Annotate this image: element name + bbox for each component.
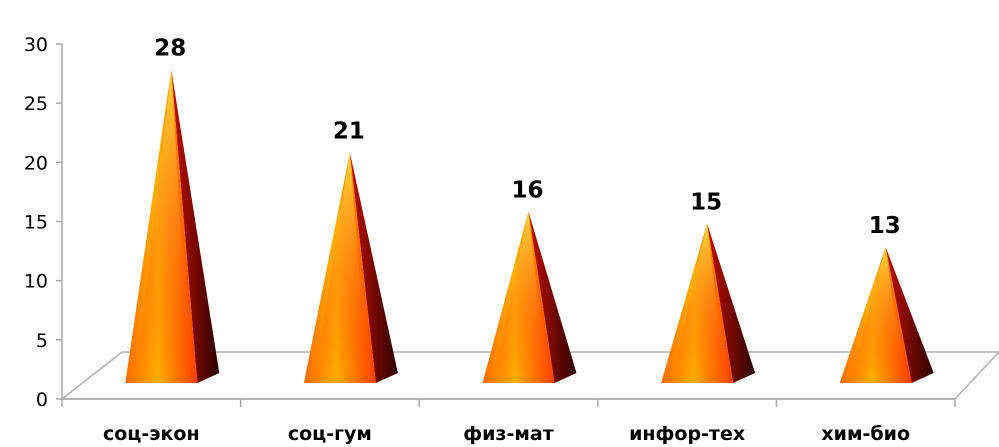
pyramid-highlight xyxy=(671,223,726,383)
data-label: 21 xyxy=(333,119,365,145)
pyramid-bar xyxy=(661,223,756,383)
category-label: физ-мат xyxy=(463,423,553,445)
pyramid-side-face xyxy=(528,211,577,383)
pyramid-side-face xyxy=(349,152,398,383)
pyramid-side-face xyxy=(885,247,934,383)
data-label: 15 xyxy=(690,190,722,216)
category-label: инфор-тех xyxy=(629,423,745,445)
y-axis-tick-labels: 0 5 10 15 20 25 30 xyxy=(24,34,48,411)
y-tick-label: 25 xyxy=(24,93,48,115)
pyramid-side-face xyxy=(171,69,220,384)
y-tick-label: 20 xyxy=(24,152,48,174)
pyramid-highlight xyxy=(849,247,904,383)
y-tick-label: 15 xyxy=(24,212,48,234)
category-label: соц-гум xyxy=(288,423,372,445)
y-tick-label: 30 xyxy=(24,34,48,56)
data-label: 16 xyxy=(511,178,543,204)
pyramid-bar xyxy=(125,69,220,384)
y-axis-ticks xyxy=(56,43,62,400)
data-label: 28 xyxy=(154,36,186,62)
y-tick-label: 5 xyxy=(36,330,48,352)
pyramid-side-face xyxy=(707,223,756,383)
y-tick-label: 10 xyxy=(24,271,48,293)
category-label: хим-био xyxy=(821,423,910,445)
category-labels: соц-экон соц-гум физ-мат инфор-тех хим-био xyxy=(103,423,910,445)
x-axis-ticks xyxy=(61,399,956,407)
data-labels: 28 21 16 15 13 xyxy=(154,36,900,240)
data-label: 13 xyxy=(869,213,901,239)
pyramid-highlight xyxy=(135,69,190,384)
pyramid-highlight xyxy=(313,152,368,383)
pyramid-highlight xyxy=(492,211,547,383)
pyramid-bars xyxy=(125,69,934,384)
pyramid-bar xyxy=(482,211,577,383)
category-label: соц-экон xyxy=(103,423,200,445)
pyramid-bar xyxy=(303,152,398,383)
y-tick-label: 0 xyxy=(36,389,48,411)
pyramid-bar xyxy=(839,247,934,383)
